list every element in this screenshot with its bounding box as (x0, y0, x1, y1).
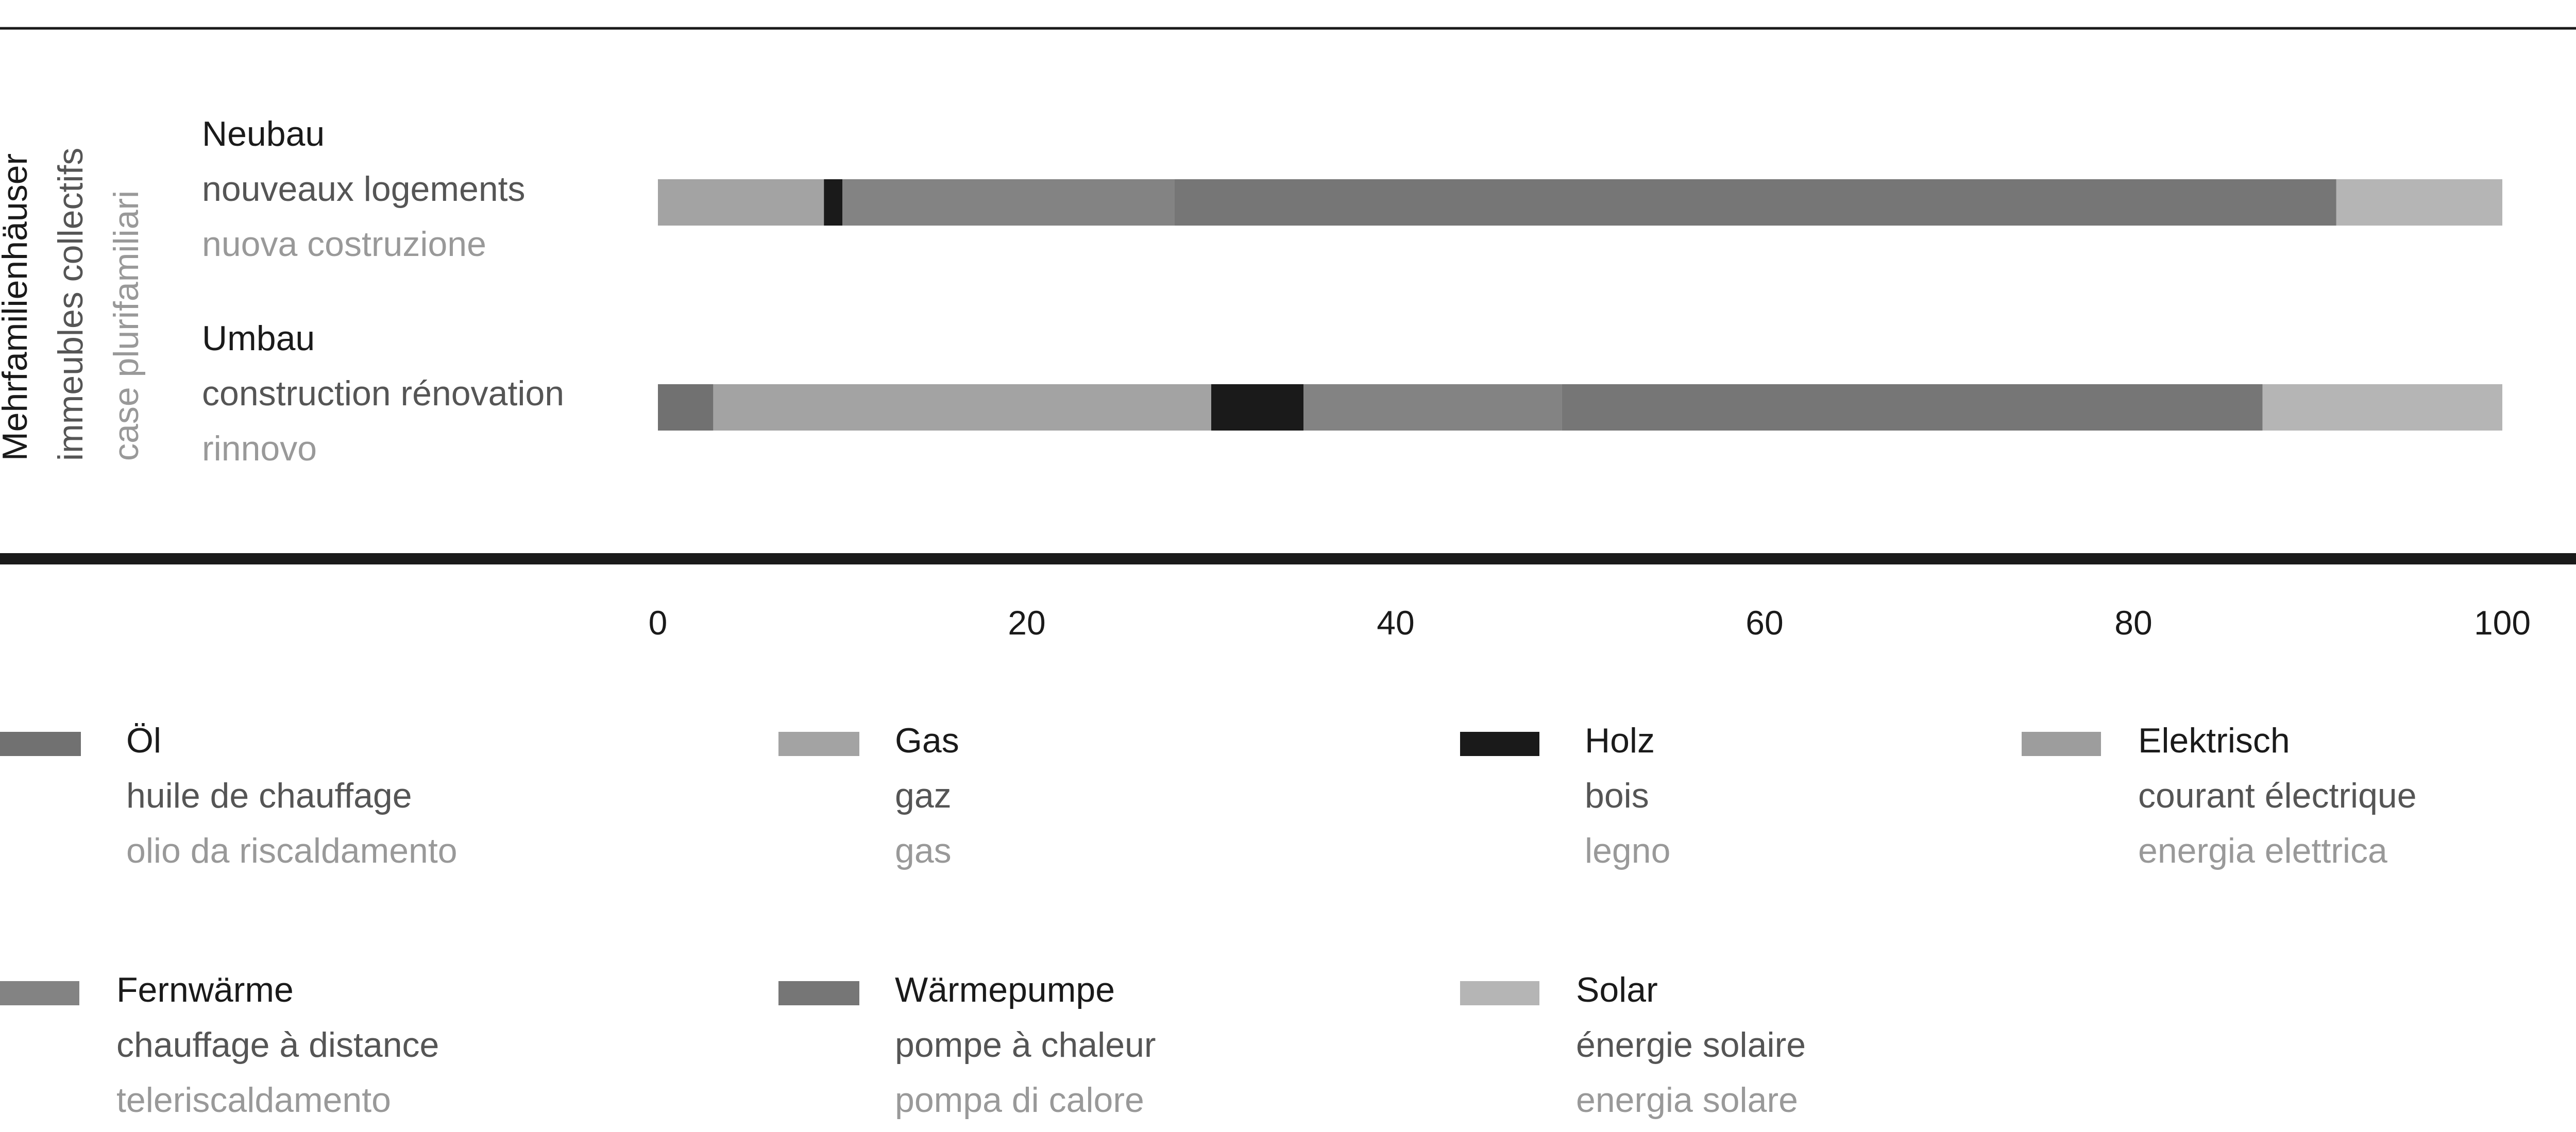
legend-item-gas: Gas gaz gas (778, 721, 959, 870)
legend-label-it: energia solare (1576, 1080, 1798, 1120)
category-label-fr: construction rénovation (202, 374, 564, 413)
legend-label-fr: huile de chauffage (126, 776, 412, 815)
legend-swatch (778, 981, 859, 1005)
bars (658, 179, 2502, 431)
category-label-it: nuova costruzione (202, 225, 486, 264)
bar-segment (1174, 179, 2336, 226)
bar-segment (2262, 384, 2502, 431)
group-label: Mehrfamilienhäuser immeubles collectifs … (0, 148, 146, 461)
legend-label-it: olio da riscaldamento (126, 831, 457, 870)
legend-label-it: teleriscaldamento (116, 1080, 391, 1120)
legend-label-fr: chauffage à distance (116, 1025, 439, 1065)
x-tick-label: 40 (1377, 604, 1414, 642)
group-label-it: case plurifamiliari (107, 191, 146, 461)
legend-item-waermepumpe: Wärmepumpe pompe à chaleur pompa di calo… (778, 970, 1156, 1120)
bar-segment (713, 384, 1211, 431)
legend-swatch (1460, 732, 1539, 756)
legend: Öl huile de chauffage olio da riscaldame… (0, 721, 2417, 1120)
legend-label-de: Elektrisch (2138, 721, 2290, 760)
legend-item-elektrisch: Elektrisch courant électrique energia el… (2022, 721, 2417, 870)
bar-segment (842, 179, 1175, 226)
bar-segment (2336, 179, 2502, 226)
category-label-umbau: Umbau construction rénovation rinnovo (202, 319, 564, 468)
legend-label-fr: bois (1585, 776, 1649, 815)
category-label-fr: nouveaux logements (202, 169, 526, 209)
x-tick-label: 100 (2474, 604, 2531, 642)
bar-segment (1562, 384, 2263, 431)
bar-segment (1211, 384, 1303, 431)
legend-label-it: energia elettrica (2138, 831, 2387, 870)
legend-item-oel: Öl huile de chauffage olio da riscaldame… (0, 721, 457, 870)
x-axis-ticks: 0 20 40 60 80 100 (649, 604, 2531, 642)
legend-swatch (0, 981, 79, 1005)
legend-label-it: legno (1585, 831, 1670, 870)
category-label-de: Umbau (202, 319, 315, 358)
legend-swatch (2022, 732, 2101, 756)
bar-segment (824, 179, 842, 226)
legend-swatch (778, 732, 859, 756)
legend-item-fernwaerme: Fernwärme chauffage à distance telerisca… (0, 970, 439, 1120)
legend-swatch (0, 732, 81, 756)
category-label-de: Neubau (202, 114, 325, 153)
category-label-neubau: Neubau nouveaux logements nuova costruzi… (202, 114, 526, 264)
legend-label-it: gas (895, 831, 952, 870)
bar-segment (658, 384, 714, 431)
legend-label-fr: gaz (895, 776, 952, 815)
legend-item-holz: Holz bois legno (1460, 721, 1670, 870)
category-label-it: rinnovo (202, 429, 317, 468)
legend-label-fr: courant électrique (2138, 776, 2417, 815)
legend-label-de: Fernwärme (116, 970, 294, 1009)
bar-segment (1303, 384, 1562, 431)
x-tick-label: 0 (649, 604, 668, 642)
group-label-de: Mehrfamilienhäuser (0, 153, 35, 461)
legend-label-de: Wärmepumpe (895, 970, 1115, 1009)
legend-label-it: pompa di calore (895, 1080, 1144, 1120)
legend-label-de: Holz (1585, 721, 1655, 760)
group-label-fr: immeubles collectifs (51, 148, 90, 461)
legend-label-de: Öl (126, 721, 161, 760)
legend-label-fr: énergie solaire (1576, 1025, 1806, 1065)
x-tick-label: 80 (2114, 604, 2152, 642)
legend-label-de: Solar (1576, 970, 1658, 1009)
legend-item-solar: Solar énergie solaire energia solare (1460, 970, 1806, 1120)
legend-label-fr: pompe à chaleur (895, 1025, 1156, 1065)
legend-swatch (1460, 981, 1539, 1005)
legend-label-de: Gas (895, 721, 959, 760)
bar-segment (658, 179, 824, 226)
x-tick-label: 20 (1008, 604, 1045, 642)
x-tick-label: 60 (1745, 604, 1783, 642)
